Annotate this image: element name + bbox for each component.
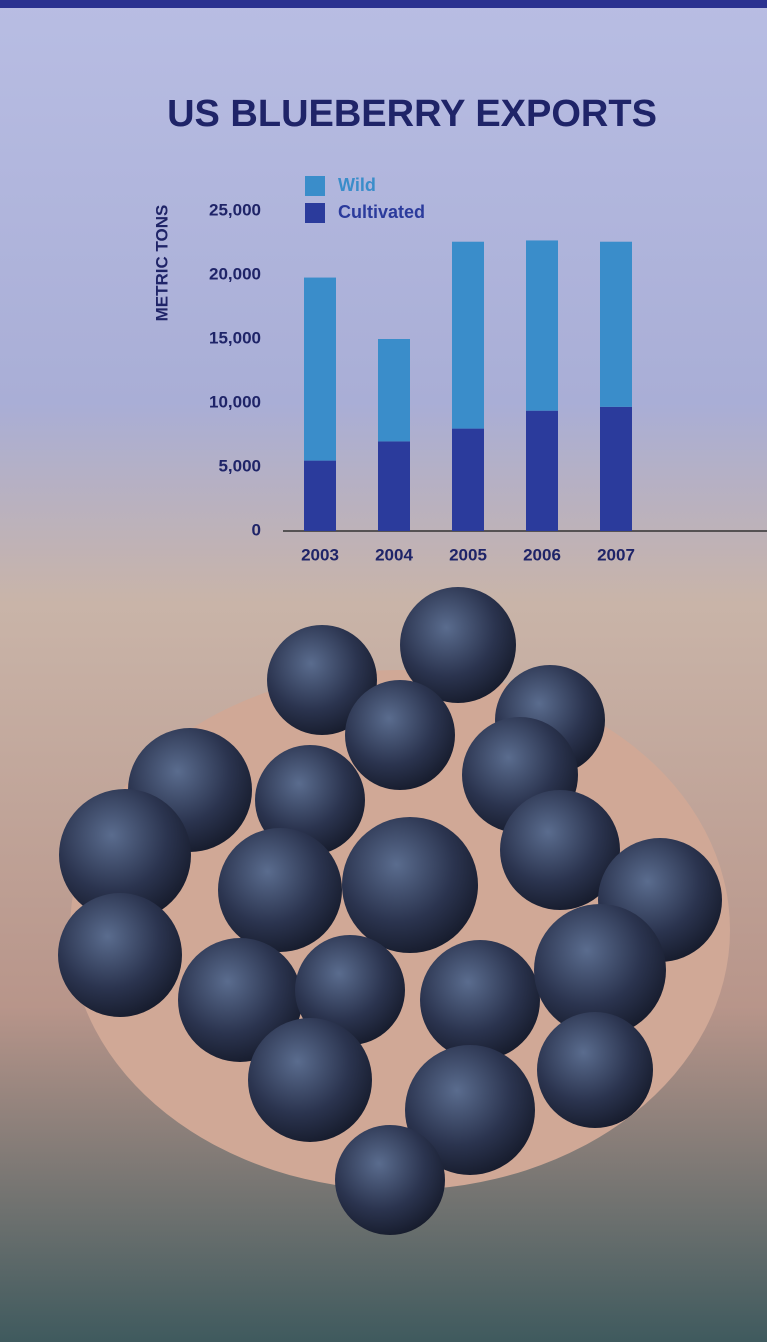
berry: [405, 1045, 535, 1175]
berry: [218, 828, 342, 952]
legend-label: Wild: [338, 175, 376, 195]
x-tick-label: 2005: [449, 545, 487, 564]
berry: [342, 817, 478, 953]
berry: [534, 904, 666, 1036]
y-tick-label: 15,000: [209, 328, 261, 347]
bar: [378, 441, 410, 531]
berry: [335, 1125, 445, 1235]
berry: [420, 940, 540, 1060]
bar: [600, 406, 632, 531]
bar: [526, 240, 558, 411]
bar: [452, 241, 484, 429]
bar: [304, 277, 336, 461]
y-tick-label: 10,000: [209, 392, 261, 411]
berries: [58, 587, 730, 1235]
berry: [58, 893, 182, 1017]
bar: [452, 428, 484, 531]
bar: [378, 339, 410, 442]
top-bar: [0, 0, 767, 8]
y-tick-label: 25,000: [209, 200, 261, 219]
x-tick-label: 2007: [597, 545, 635, 564]
y-tick-label: 5,000: [218, 456, 261, 475]
bar: [600, 241, 632, 407]
berry: [248, 1018, 372, 1142]
berry: [295, 935, 405, 1045]
chart-title: US BLUEBERRY EXPORTS: [167, 93, 657, 135]
berry: [537, 1012, 653, 1128]
y-tick-label: 0: [252, 520, 261, 539]
y-axis-label: METRIC TONS: [152, 205, 171, 322]
y-tick-label: 20,000: [209, 264, 261, 283]
legend-label: Cultivated: [338, 202, 425, 222]
berry: [345, 680, 455, 790]
x-tick-label: 2006: [523, 545, 561, 564]
bar: [304, 460, 336, 531]
legend-swatch: [305, 176, 325, 196]
berry: [178, 938, 302, 1062]
berry: [500, 790, 620, 910]
berry: [267, 625, 377, 735]
bar: [526, 410, 558, 531]
berry: [255, 745, 365, 855]
legend-swatch: [305, 203, 325, 223]
x-tick-label: 2003: [301, 545, 339, 564]
x-tick-label: 2004: [375, 545, 413, 564]
berry: [59, 789, 191, 921]
berry: [400, 587, 516, 703]
